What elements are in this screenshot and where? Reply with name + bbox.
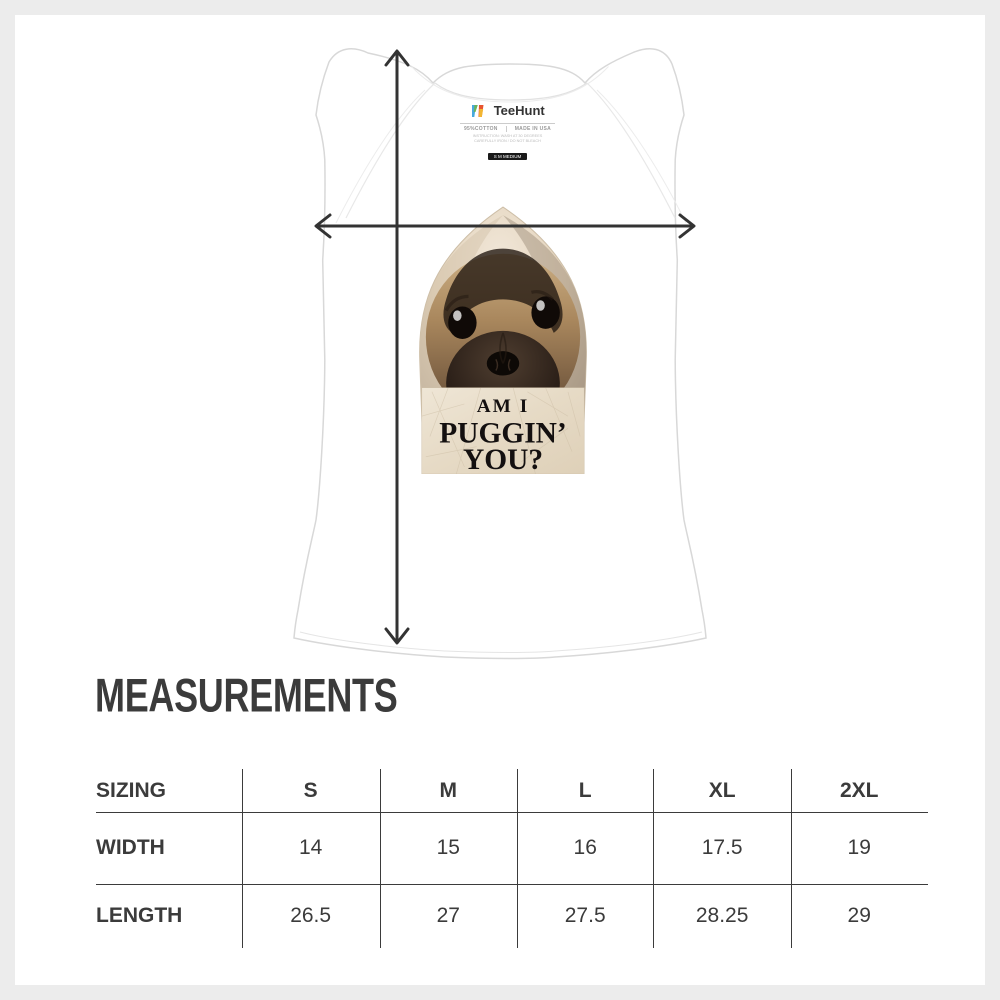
svg-text:YOU?: YOU?: [463, 444, 543, 474]
svg-text:AM I: AM I: [477, 396, 530, 417]
